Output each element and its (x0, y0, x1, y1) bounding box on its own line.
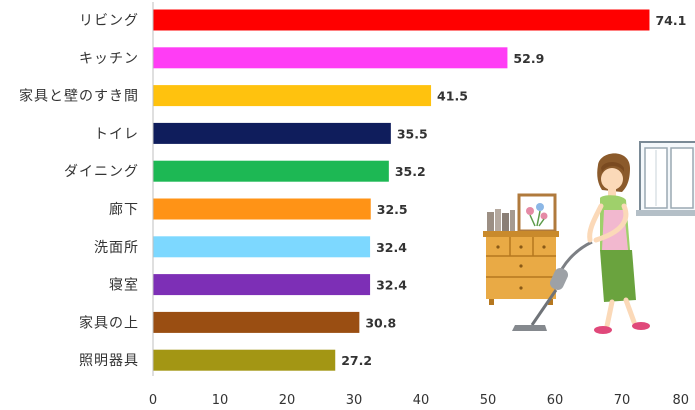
bar (153, 9, 650, 31)
bar (153, 349, 336, 371)
value-labels: 74.1 52.9 41.5 35.5 35.2 32.5 32.4 32.4 30.8 27.2 (341, 13, 686, 368)
category-label: 家具と壁のすき間 (19, 88, 139, 105)
window-icon (636, 141, 695, 216)
category-label: キッチン (79, 51, 139, 67)
category-label: 廊下 (109, 201, 139, 218)
value-label: 41.5 (437, 89, 468, 104)
bar (153, 311, 360, 333)
x-axis-ticks: 0 10 20 30 40 50 60 70 80 (149, 393, 689, 408)
value-label: 52.9 (513, 51, 544, 66)
x-tick-label: 20 (279, 393, 296, 408)
books-icon (487, 209, 515, 232)
bar (153, 160, 389, 182)
bar (153, 236, 371, 258)
bar-series (153, 9, 650, 371)
bar (153, 47, 508, 69)
x-tick-label: 60 (547, 393, 564, 408)
category-label: リビング (79, 13, 139, 29)
picture-frame-icon (517, 193, 557, 233)
x-tick-label: 10 (212, 393, 229, 408)
woman-icon (587, 153, 650, 334)
x-tick-label: 40 (413, 393, 430, 408)
value-label: 35.5 (397, 126, 428, 141)
category-label: ダイニング (64, 164, 139, 180)
value-label: 74.1 (655, 13, 686, 28)
category-label: 洗面所 (94, 240, 139, 256)
x-tick-label: 70 (614, 393, 631, 408)
category-label: 家具の上 (79, 314, 139, 331)
bar (153, 85, 432, 107)
value-label: 32.4 (376, 278, 407, 293)
cabinet-icon (483, 231, 559, 305)
x-tick-label: 50 (480, 393, 497, 408)
x-tick-label: 0 (149, 393, 157, 408)
bar (153, 122, 391, 144)
value-label: 32.4 (376, 240, 407, 255)
x-tick-label: 30 (346, 393, 363, 408)
value-label: 35.2 (395, 164, 426, 179)
value-label: 27.2 (341, 353, 372, 368)
bar (153, 274, 371, 296)
vacuum-cleaner-icon (512, 240, 593, 331)
bar (153, 198, 371, 220)
value-label: 30.8 (365, 315, 396, 330)
category-label: 照明器具 (79, 353, 139, 369)
category-label: トイレ (94, 126, 139, 142)
category-label: 寝室 (109, 277, 139, 294)
x-tick-label: 80 (672, 393, 689, 408)
value-label: 32.5 (377, 202, 408, 217)
woman-vacuuming-illustration (483, 141, 695, 334)
